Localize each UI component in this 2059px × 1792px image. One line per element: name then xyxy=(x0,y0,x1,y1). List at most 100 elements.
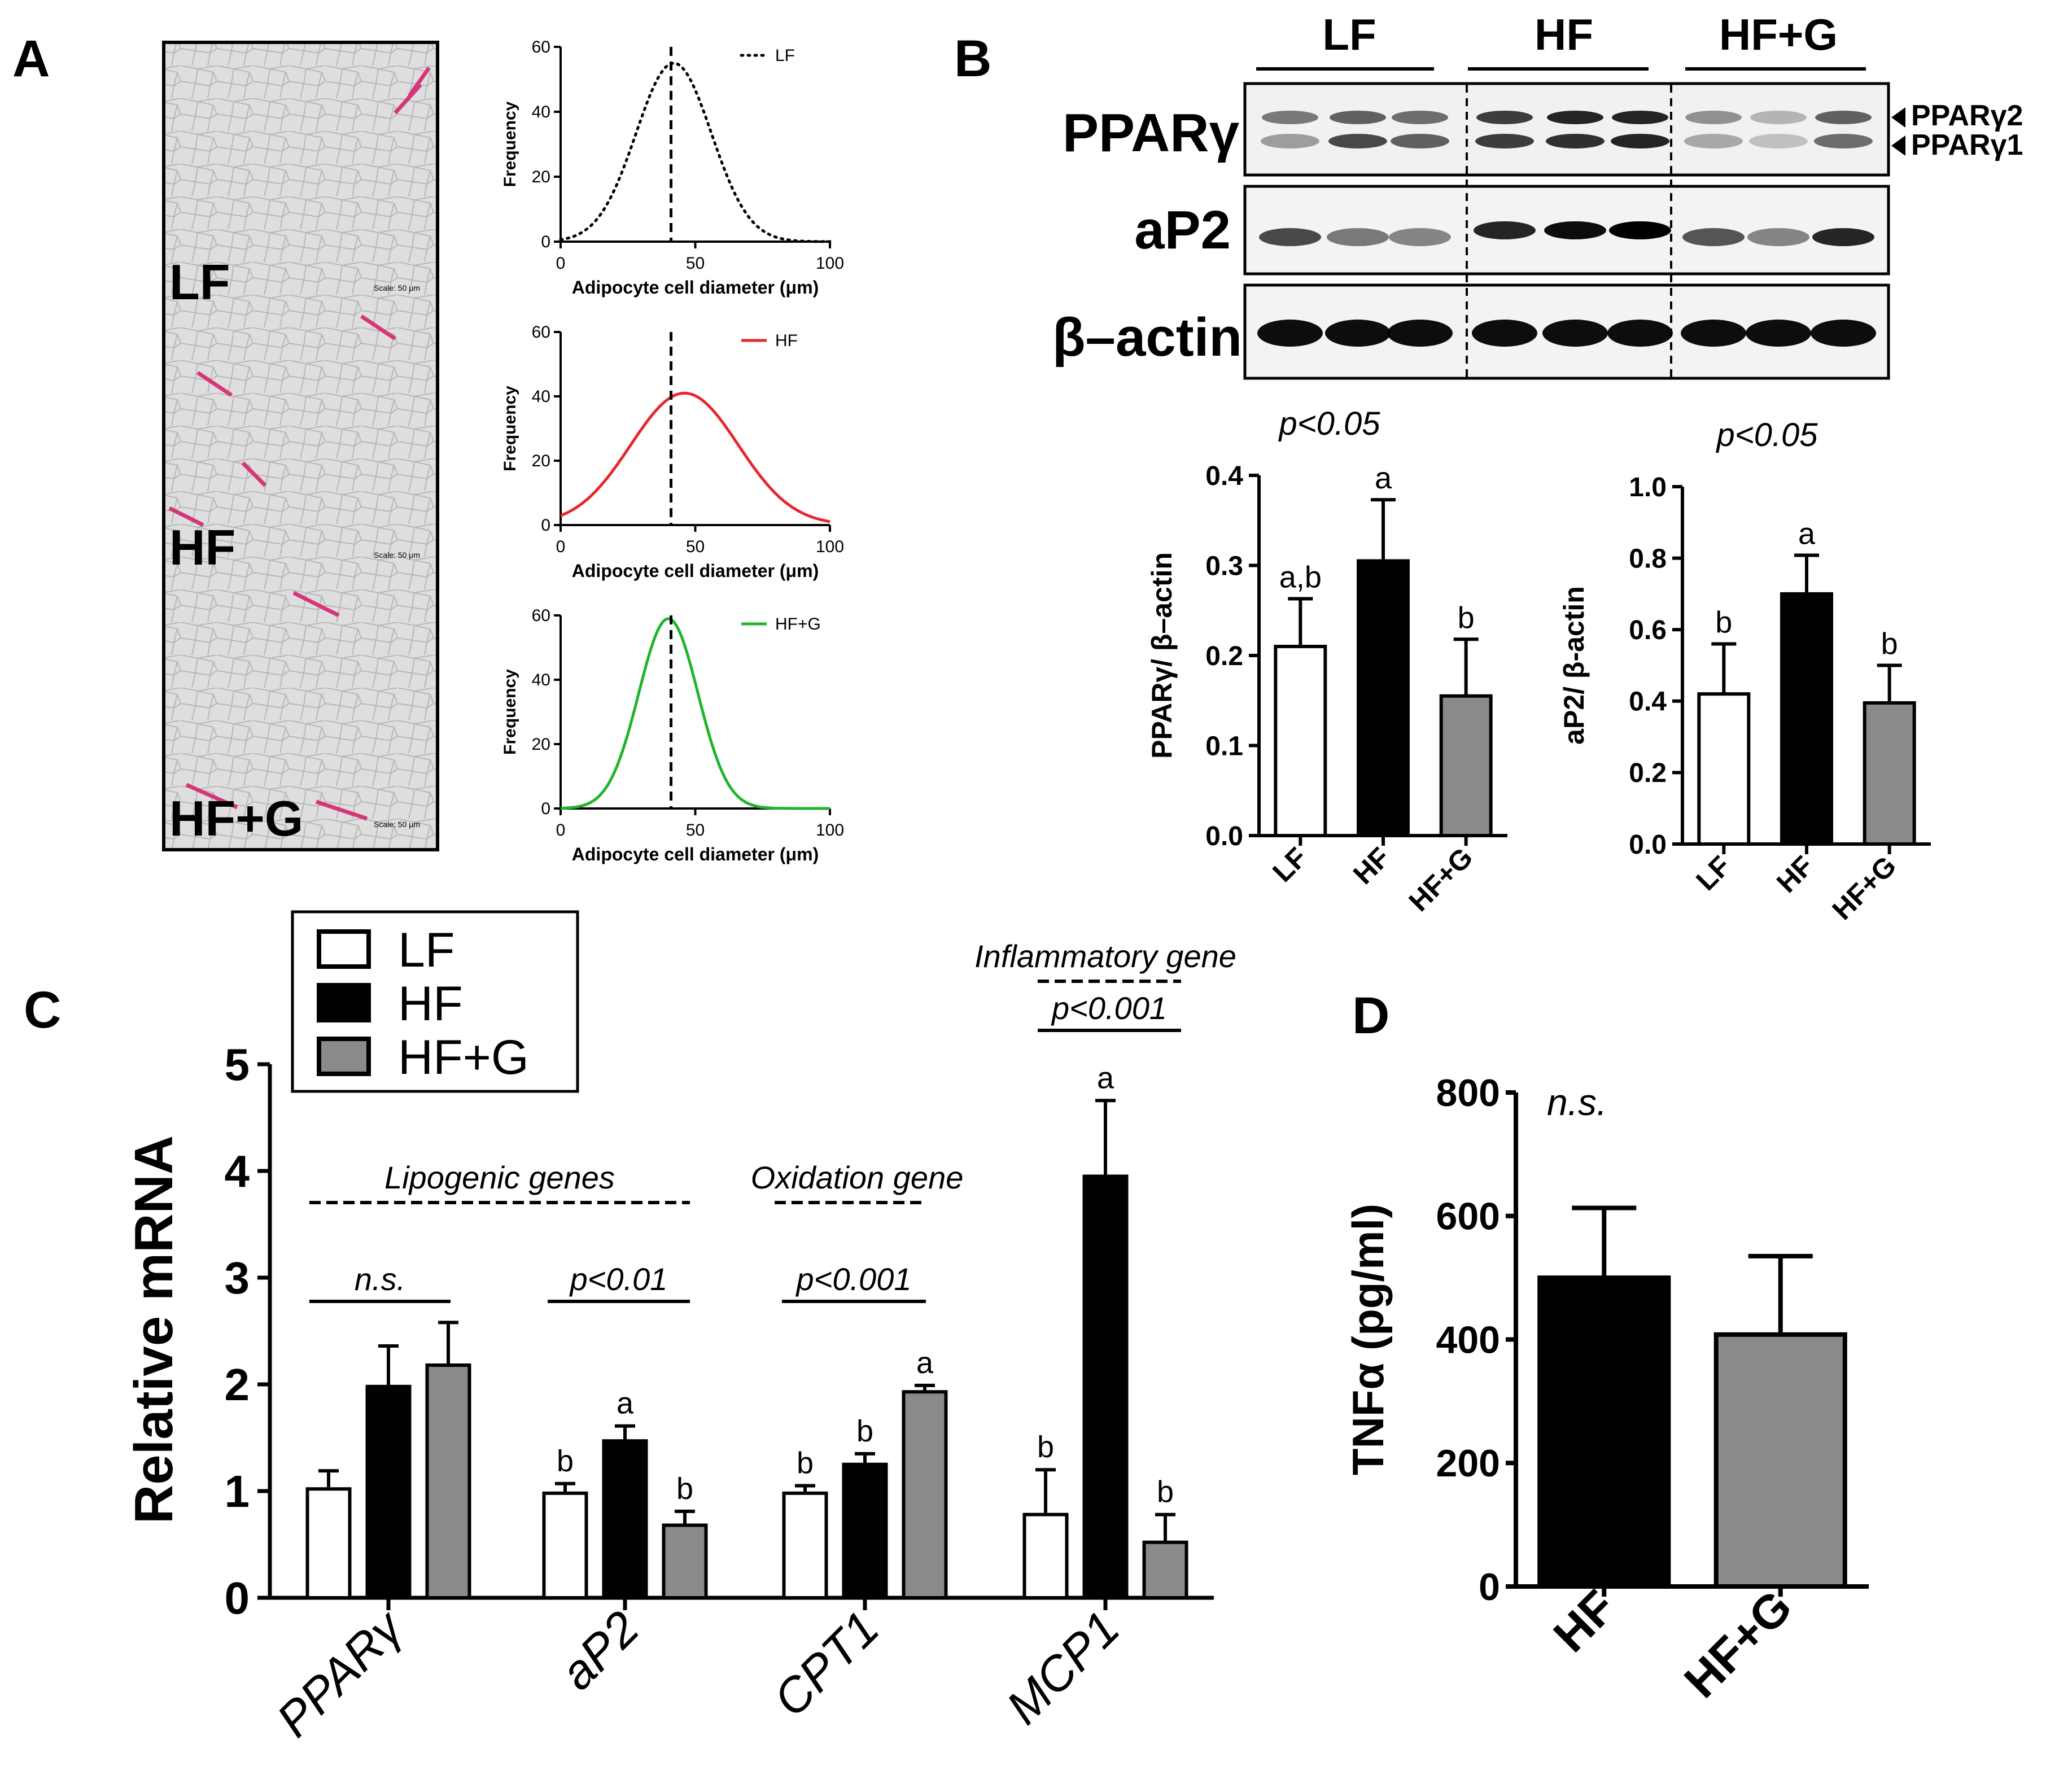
y-tick-label: 800 xyxy=(1436,1072,1500,1114)
blot-row-label-actin: β–actin xyxy=(1052,307,1242,368)
x-tick-label: 0 xyxy=(556,254,566,273)
legend-label: HF xyxy=(398,977,463,1031)
blot-band xyxy=(1474,221,1536,239)
blot-band xyxy=(1682,228,1745,246)
histology-image: LF HF HF+G Scale: 50 μm Scale: 50 μm Sca… xyxy=(162,41,439,851)
y-axis-title: aP2/ β-actin xyxy=(1558,586,1590,745)
x-axis-title: Adipocyte cell diameter (μm) xyxy=(572,277,819,298)
y-axis-title: TNFα (pg/ml) xyxy=(1343,1204,1393,1475)
y-tick-label: 0.0 xyxy=(1629,830,1667,860)
panel-letter-d: D xyxy=(1352,987,1389,1044)
y-tick-label: 40 xyxy=(532,103,550,121)
y-tick-label: 5 xyxy=(225,1039,250,1090)
histology-label-lf: LF xyxy=(169,254,230,310)
y-tick-label: 0 xyxy=(541,799,550,818)
blot-bands xyxy=(1257,111,1876,347)
y-tick-label: 3 xyxy=(225,1253,250,1303)
x-tick-label: 0 xyxy=(556,537,566,556)
legend-label: LF xyxy=(775,46,795,65)
blot-band xyxy=(1685,111,1742,124)
blot-band xyxy=(1750,111,1807,124)
stat-label: p<0.05 xyxy=(1715,417,1818,453)
blot-band xyxy=(1261,134,1319,148)
stat-label: n.s. xyxy=(355,1261,405,1297)
significance-letter: b xyxy=(1157,1475,1174,1509)
gene-group-label: Oxidation gene xyxy=(751,1160,964,1195)
y-tick-label: 60 xyxy=(532,606,550,625)
bar-hfplusg xyxy=(902,1390,948,1599)
blot-band xyxy=(1476,111,1533,124)
category-label: LF xyxy=(1266,841,1313,888)
blot-band xyxy=(1814,134,1873,148)
bar xyxy=(1780,592,1833,846)
bar-hfplusg xyxy=(662,1523,708,1599)
bar xyxy=(1697,692,1751,846)
significance-letter: b xyxy=(1037,1430,1054,1464)
y-tick-label: 2 xyxy=(225,1360,250,1410)
y-axis-title: Relative mRNA xyxy=(124,1135,184,1524)
gene-category-label: aP2 xyxy=(550,1601,649,1701)
bar-hf xyxy=(842,1462,888,1599)
bar xyxy=(1713,1332,1847,1589)
histology-stain-streaks xyxy=(168,66,431,821)
blot-band xyxy=(1611,134,1669,148)
histology-label-hfg: HF+G xyxy=(169,790,303,846)
y-axis-title: Frequency xyxy=(501,669,519,755)
y-axis-title: Frequency xyxy=(501,101,519,187)
y-tick-label: 1.0 xyxy=(1629,473,1667,502)
bar xyxy=(1863,701,1916,846)
panel-a: A LF HF HF+G Scale: 50 μm Scale: 50 μm S… xyxy=(12,30,844,864)
panel-letter-b: B xyxy=(954,30,991,88)
panel-d-chart: 0 200 400 600 800 HF HF+G TNFα (pg/ml) n.s. xyxy=(1343,1072,1869,1708)
western-blot: LF HF HF+G PPARγ aP2 β–actin PPARγ2 PPAR… xyxy=(1052,10,2023,380)
blot-band xyxy=(1546,134,1605,148)
y-tick-label: 40 xyxy=(532,387,550,406)
y-tick-label: 200 xyxy=(1436,1442,1500,1485)
y-tick-label: 0.8 xyxy=(1629,544,1667,574)
y-tick-label: 600 xyxy=(1436,1195,1500,1238)
y-axis-title: Frequency xyxy=(501,386,519,471)
category-label: HF xyxy=(1544,1580,1626,1662)
arrow-label-ppar1: PPARγ1 xyxy=(1911,129,2023,161)
y-tick-label: 0.2 xyxy=(1629,758,1667,788)
blot-band xyxy=(1472,320,1537,347)
bar-hf xyxy=(1082,1174,1129,1599)
legend-swatch xyxy=(317,983,371,1022)
x-tick-label: 50 xyxy=(686,821,705,840)
blot-band xyxy=(1815,111,1872,124)
blot-band xyxy=(1812,228,1874,246)
blot-row-label-ap2: aP2 xyxy=(1134,200,1231,260)
significance-letter: b xyxy=(1881,627,1898,661)
y-tick-label: 60 xyxy=(532,38,550,56)
blot-band xyxy=(1542,320,1608,347)
x-tick-label: 0 xyxy=(556,821,566,840)
bar-hfplusg xyxy=(425,1363,471,1599)
significance-letter: a xyxy=(617,1387,634,1421)
arrow-label-ppar2: PPARγ2 xyxy=(1911,99,2023,132)
blot-band xyxy=(1746,320,1811,347)
gene-group-label: Inflammatory gene xyxy=(974,938,1236,974)
blot-band xyxy=(1391,134,1449,148)
blot-band xyxy=(1609,221,1671,239)
significance-letter: b xyxy=(797,1446,814,1480)
ppar-bar-chart: 0.0 0.1 0.2 0.3 0.4 LF a,b HF a HF+G b PPARγ/ β–act… xyxy=(1146,405,1507,917)
y-axis-title: PPARγ/ β–actin xyxy=(1146,552,1178,759)
blot-band xyxy=(1392,111,1448,124)
panel-c: C 0 1 2 3 4 5 Relative mRNA PPARγ aP2 b a b CPT1 b b a M… xyxy=(24,910,1236,1747)
blot-band xyxy=(1547,111,1603,124)
significance-letter: b xyxy=(1715,606,1732,640)
blot-band xyxy=(1389,228,1451,246)
category-label: HF xyxy=(1771,850,1820,899)
stat-label: p<0.001 xyxy=(1051,990,1167,1026)
distribution-curve xyxy=(560,391,830,523)
legend-swatch xyxy=(317,929,371,969)
arrow-ppar2-icon xyxy=(1891,107,1905,128)
blot-group-lf: LF xyxy=(1322,10,1376,59)
bar-lf xyxy=(305,1487,352,1599)
distribution-plot-1: 0 20 40 60 0 50 100 Adipocyte cell diameter (μm… xyxy=(501,38,844,298)
category-label: HF+G xyxy=(1674,1580,1802,1708)
gene-group-label: Lipogenic genes xyxy=(384,1160,615,1195)
stat-label: p<0.05 xyxy=(1278,405,1380,442)
